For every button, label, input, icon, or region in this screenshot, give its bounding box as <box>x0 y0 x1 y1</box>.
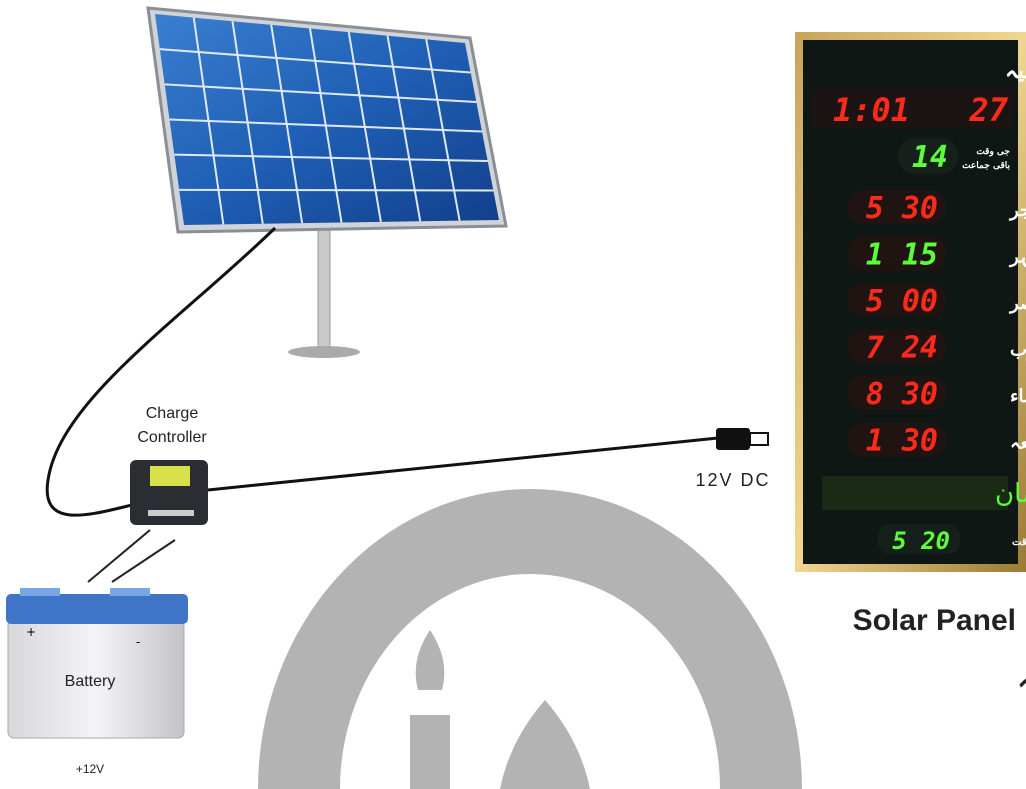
clock-seconds: 27 <box>968 91 1008 129</box>
prayer-time: 8 30 <box>866 377 938 412</box>
controller-label: Controller <box>137 429 207 446</box>
controller-label: Charge <box>146 405 199 422</box>
prayer-name: الظہر <box>1008 247 1026 268</box>
prayer-time: 5 30 <box>866 191 938 226</box>
countdown-value: 14 <box>912 140 948 175</box>
prayer-time: 1 15 <box>866 238 938 273</box>
charge-controller <box>130 460 208 525</box>
battery-label: Battery <box>65 673 116 690</box>
hijri-date: ۲۹ رمضان <box>995 479 1026 509</box>
title-urdu: لگانے کا طریقہ <box>1016 657 1026 699</box>
prayer-name: الفجر <box>1008 200 1026 221</box>
prayer-name: العصر <box>1008 293 1026 314</box>
watermark <box>258 489 802 789</box>
prayer-name: المغرب <box>1010 340 1026 361</box>
dc-plug <box>716 428 768 450</box>
mosque-name: جامع مسجد حنفیہ <box>1005 58 1026 84</box>
solar-panel <box>148 8 506 358</box>
countdown-label: باقی جماعت <box>962 160 1010 171</box>
title-english: Solar Panel <box>853 604 1016 637</box>
battery-negative: - <box>136 635 140 649</box>
prayer-time: 5 00 <box>866 284 938 319</box>
panel-grid <box>179 190 493 191</box>
page: Charge Controller 12V DC + - Battery +12… <box>0 0 1026 789</box>
countdown-label: جی وقت <box>976 147 1010 157</box>
end-time-label: انتہائے وقت <box>1012 537 1026 548</box>
dc-label: 12V DC <box>695 470 770 490</box>
prayer-name: العشاء <box>1010 386 1026 407</box>
battery-voltage: +12V <box>76 762 104 776</box>
battery <box>6 588 188 738</box>
prayer-name: الجمعہ <box>1010 433 1026 454</box>
clock-time: 1:01 <box>833 91 910 129</box>
battery-positive: + <box>26 625 36 639</box>
prayer-time: 1 30 <box>866 424 938 459</box>
date-panel <box>822 476 1008 510</box>
prayer-time: 7 24 <box>866 331 938 366</box>
end-time-value: 5 20 <box>892 527 950 555</box>
